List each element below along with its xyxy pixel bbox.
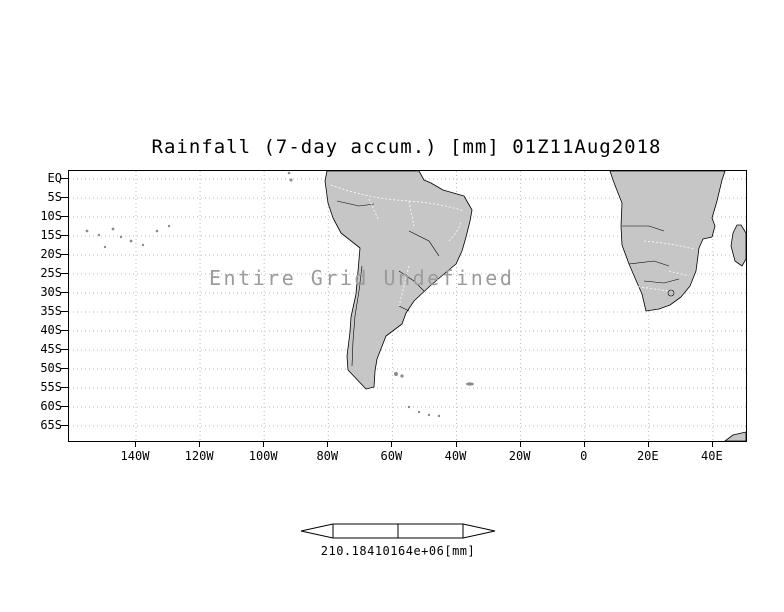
lon-label: 20W bbox=[508, 449, 531, 463]
country-borders-layer bbox=[336, 200, 680, 367]
africa-landmass bbox=[609, 171, 726, 312]
lon-label: 60W bbox=[380, 449, 403, 463]
lat-label: EQ bbox=[47, 171, 62, 185]
lat-label: 35S bbox=[40, 304, 62, 318]
lon-tick bbox=[199, 441, 201, 447]
map-svg bbox=[69, 171, 746, 441]
lat-label: 10S bbox=[40, 209, 62, 223]
lon-label: 120W bbox=[184, 449, 214, 463]
lon-tick bbox=[711, 441, 713, 447]
lat-tick bbox=[61, 368, 68, 369]
lat-label: 30S bbox=[40, 285, 62, 299]
lat-tick bbox=[61, 254, 68, 255]
lat-tick bbox=[61, 311, 68, 312]
lon-tick bbox=[519, 441, 521, 447]
lon-tick bbox=[647, 441, 649, 447]
lat-tick bbox=[61, 273, 68, 274]
lat-label: 45S bbox=[40, 342, 62, 356]
lat-tick bbox=[61, 235, 68, 236]
lat-label: 5S bbox=[47, 190, 62, 204]
lat-label: 25S bbox=[40, 266, 62, 280]
lat-tick bbox=[61, 216, 68, 217]
bottom-right-land-sliver bbox=[724, 431, 746, 441]
lat-tick bbox=[61, 197, 68, 198]
rivers-layer bbox=[330, 184, 695, 307]
lat-label: 50S bbox=[40, 361, 62, 375]
lon-label: 140W bbox=[120, 449, 150, 463]
lat-label: 15S bbox=[40, 228, 62, 242]
lat-tick bbox=[61, 425, 68, 426]
lon-label: 40W bbox=[444, 449, 467, 463]
lat-tick bbox=[61, 292, 68, 293]
grid-layer bbox=[69, 171, 746, 441]
south-america-landmass bbox=[324, 171, 473, 390]
lat-tick bbox=[61, 330, 68, 331]
colorbar bbox=[300, 523, 496, 539]
colorbar-label: 210.18410164e+06[mm] bbox=[320, 544, 476, 558]
lat-label: 55S bbox=[40, 380, 62, 394]
madagascar-island bbox=[730, 224, 746, 267]
lat-label: 65S bbox=[40, 418, 62, 432]
lon-label: 100W bbox=[248, 449, 278, 463]
map-plot: Entire Grid Undefined bbox=[68, 170, 747, 442]
small-islands-layer bbox=[85, 171, 474, 418]
lat-tick bbox=[61, 406, 68, 407]
lon-tick bbox=[327, 441, 329, 447]
lon-label: 40E bbox=[701, 449, 723, 463]
lon-tick bbox=[455, 441, 457, 447]
lon-tick bbox=[135, 441, 136, 447]
undefined-grid-annotation: Entire Grid Undefined bbox=[209, 266, 515, 290]
lat-tick bbox=[61, 387, 68, 388]
lon-tick bbox=[583, 441, 585, 447]
lon-tick bbox=[263, 441, 265, 447]
lat-label: 40S bbox=[40, 323, 62, 337]
lon-label: 0 bbox=[580, 449, 588, 463]
lon-tick bbox=[391, 441, 393, 447]
chart-title: Rainfall (7-day accum.) [mm] 01Z11Aug201… bbox=[151, 136, 662, 158]
lat-label: 60S bbox=[40, 399, 62, 413]
lon-label: 20E bbox=[636, 449, 659, 463]
lat-tick bbox=[61, 178, 68, 179]
lon-label: 80W bbox=[316, 449, 339, 463]
lat-label: 20S bbox=[40, 247, 62, 261]
land-layer bbox=[324, 171, 746, 441]
lat-tick bbox=[61, 349, 68, 350]
